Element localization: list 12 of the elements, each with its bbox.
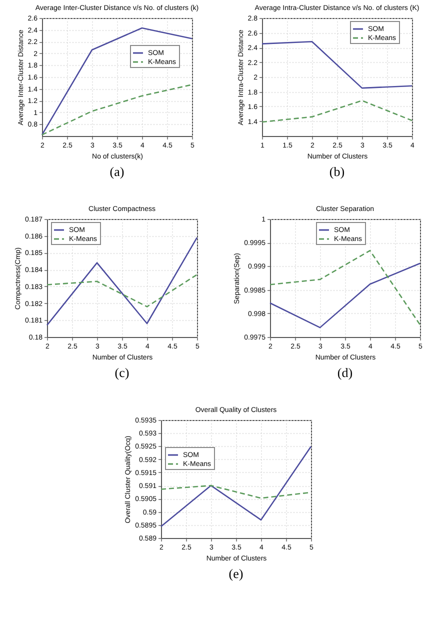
text: (a) <box>109 164 124 179</box>
text: (c) <box>115 365 130 380</box>
line-series <box>269 250 420 326</box>
text: (d) <box>337 365 352 380</box>
line-series <box>260 100 412 123</box>
line-series <box>46 236 198 326</box>
line-series <box>260 40 412 89</box>
text: (b) <box>328 164 344 179</box>
line-series <box>160 446 312 528</box>
line-series <box>46 274 198 308</box>
line-series <box>269 262 420 328</box>
text: (e) <box>228 566 243 581</box>
